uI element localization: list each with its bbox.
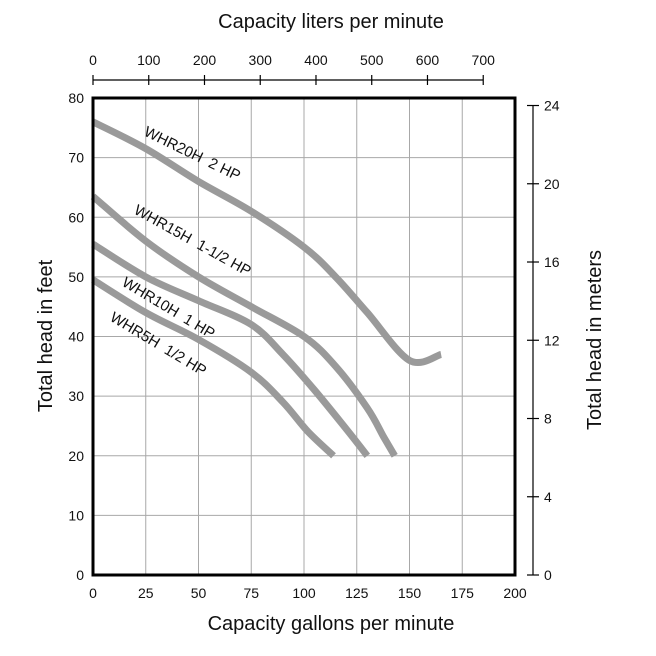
- x-tick-label-gpm: 125: [345, 585, 369, 601]
- x-tick-label-lpm: 300: [249, 52, 273, 68]
- curve-series-3: [91, 241, 371, 458]
- left-axis-feet: 0 10 20 30 40 50 60 70 80: [68, 90, 84, 583]
- y-tick-label-feet: 20: [68, 448, 84, 464]
- y-tick-label-meters: 0: [544, 567, 552, 583]
- x-tick-label-gpm: 75: [243, 585, 259, 601]
- y-tick-label-meters: 16: [544, 254, 560, 270]
- x-tick-label-lpm: 700: [472, 52, 496, 68]
- y-tick-label-feet: 80: [68, 90, 84, 106]
- y-tick-label-meters: 12: [544, 332, 560, 348]
- plot-frame: [91, 96, 517, 577]
- x-tick-label-gpm: 25: [138, 585, 154, 601]
- x-tick-label-lpm: 200: [193, 52, 217, 68]
- x-tick-label-gpm: 0: [89, 585, 97, 601]
- curve-series-4: [91, 276, 336, 459]
- x-tick-label-lpm: 100: [137, 52, 161, 68]
- y-tick-label-feet: 30: [68, 388, 84, 404]
- x-tick-label-lpm: 400: [304, 52, 328, 68]
- top-axis-title: Capacity liters per minute: [218, 11, 444, 33]
- x-tick-label-gpm: 200: [503, 585, 527, 601]
- y-tick-label-meters: 20: [544, 176, 560, 192]
- y-tick-label-feet: 60: [68, 209, 84, 225]
- y-tick-label-feet: 10: [68, 507, 84, 523]
- x-tick-label-gpm: 150: [398, 585, 422, 601]
- y-tick-label-meters: 4: [544, 489, 552, 505]
- y-tick-label-meters: 24: [544, 98, 560, 114]
- x-tick-label-gpm: 50: [191, 585, 207, 601]
- x-tick-label-lpm: 600: [416, 52, 440, 68]
- x-tick-label-lpm: 0: [89, 52, 97, 68]
- performance-curves: [90, 118, 443, 459]
- curve-series-2: [90, 193, 398, 458]
- y-tick-label-meters: 8: [544, 411, 552, 427]
- right-axis-title: Total head in meters: [584, 250, 606, 430]
- curve-series-1: [91, 118, 443, 367]
- bottom-axis-gpm: 0 25 50 75 100 125 150 175 200: [89, 585, 527, 601]
- top-axis-lpm: 0 100 200 300 400 500 600 700: [89, 52, 495, 85]
- y-tick-label-feet: 70: [68, 150, 84, 166]
- x-tick-label-gpm: 100: [292, 585, 316, 601]
- y-tick-label-feet: 50: [68, 269, 84, 285]
- y-tick-label-feet: 40: [68, 329, 84, 345]
- y-tick-label-feet: 0: [76, 567, 84, 583]
- right-axis-meters: 0 4 8 12 16 20 24: [527, 98, 560, 583]
- x-tick-label-lpm: 500: [360, 52, 384, 68]
- x-tick-label-gpm: 175: [451, 585, 475, 601]
- left-axis-title: Total head in feet: [35, 259, 57, 412]
- bottom-axis-title: Capacity gallons per minute: [208, 613, 455, 635]
